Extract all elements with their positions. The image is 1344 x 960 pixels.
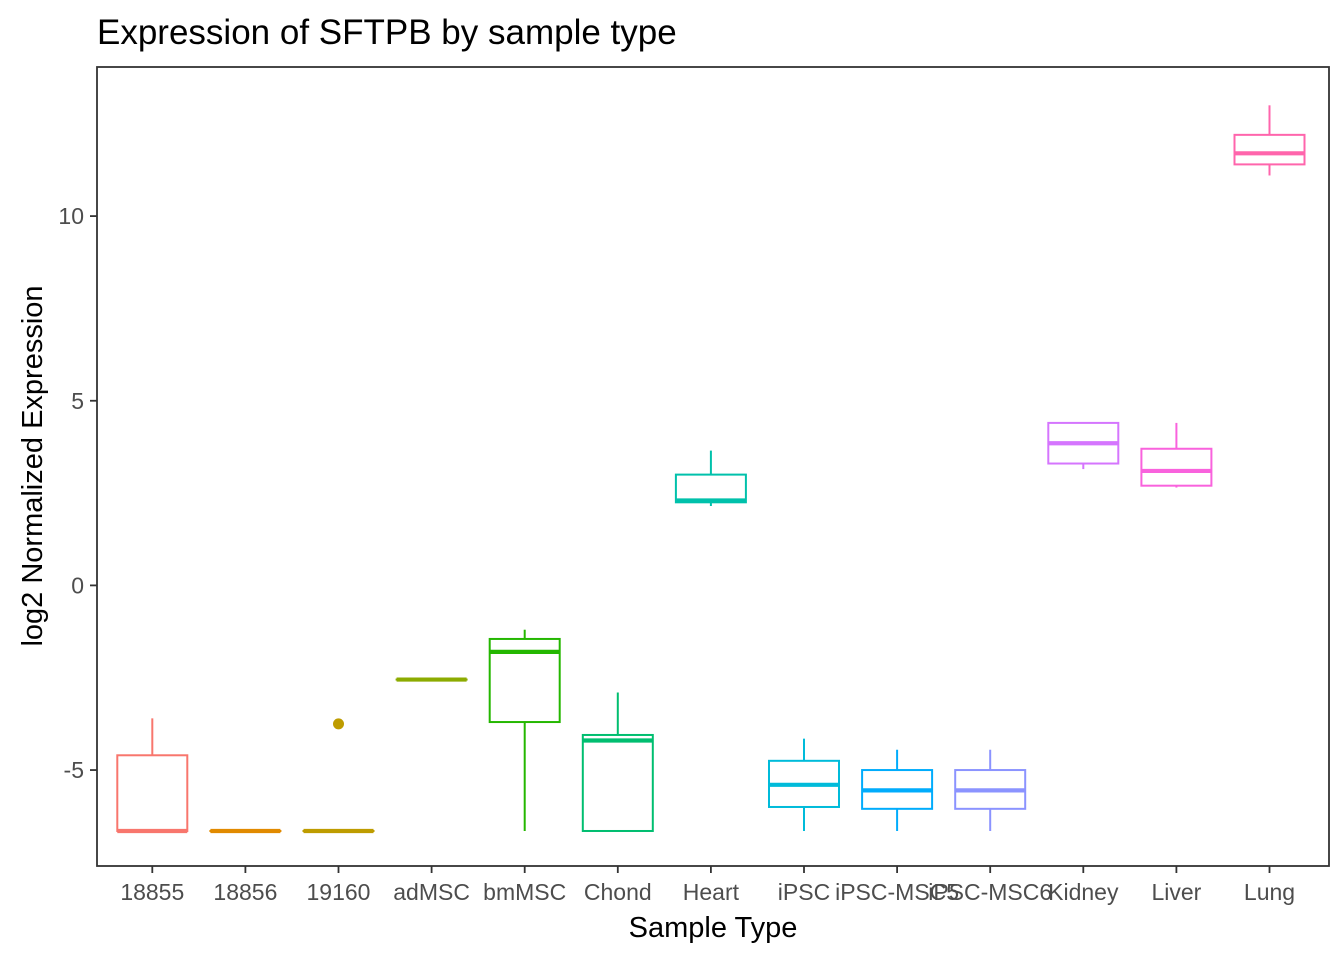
chart-title: Expression of SFTPB by sample type xyxy=(97,13,677,52)
box-iqr xyxy=(1233,133,1306,166)
box-Kidney xyxy=(1047,421,1120,470)
y-tick-label: 5 xyxy=(71,388,84,414)
x-tick-label: Liver xyxy=(1151,879,1201,905)
y-axis: -5 0 5 10 xyxy=(58,203,97,783)
box-bmMSC xyxy=(488,629,561,831)
x-axis: 18855 18856 19160 adMSC bmMSC Chond Heart iPSC i… xyxy=(120,866,1295,905)
x-tick-label: 18856 xyxy=(213,879,277,905)
box-iqr xyxy=(581,733,654,832)
x-tick-label: 18855 xyxy=(120,879,184,905)
box-iqr xyxy=(674,473,747,504)
box-iPSC xyxy=(768,738,840,831)
outlier-point xyxy=(333,718,344,730)
box-iqr xyxy=(1140,447,1213,487)
x-axis-title: Sample Type xyxy=(629,912,798,944)
x-tick-label: Chond xyxy=(584,879,652,905)
x-tick-label: adMSC xyxy=(393,879,470,905)
box-19160 xyxy=(302,718,375,834)
y-tick-label: 10 xyxy=(58,203,84,229)
box-Liver xyxy=(1140,422,1213,488)
box-Heart xyxy=(674,450,747,507)
y-axis-title: log2 Normalized Expression xyxy=(17,285,49,646)
x-tick-label: iPSC xyxy=(778,879,830,905)
box-Chond xyxy=(581,692,654,832)
boxplot-series xyxy=(116,105,1306,834)
x-tick-label: bmMSC xyxy=(483,879,566,905)
y-tick-label: -5 xyxy=(64,757,84,783)
y-tick-label: 0 xyxy=(71,572,84,598)
x-tick-label: Heart xyxy=(683,879,740,905)
box-Lung xyxy=(1233,105,1306,176)
box-iPSC-MSC5 xyxy=(861,749,934,831)
plot-panel xyxy=(96,66,1330,867)
box-iqr xyxy=(116,754,189,832)
x-tick-label: 19160 xyxy=(307,879,371,905)
box-iPSC-MSC6 xyxy=(954,749,1027,831)
x-tick-label: iPSC-MSC5 xyxy=(835,879,959,905)
x-tick-label: Lung xyxy=(1244,879,1295,905)
box-18855 xyxy=(116,718,189,834)
x-tick-label: Kidney xyxy=(1048,879,1119,905)
x-tick-label: iPSC-MSC6 xyxy=(928,879,1052,905)
